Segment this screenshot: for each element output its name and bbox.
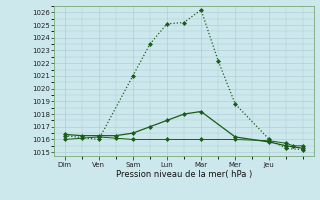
X-axis label: Pression niveau de la mer( hPa ): Pression niveau de la mer( hPa ) [116, 170, 252, 179]
